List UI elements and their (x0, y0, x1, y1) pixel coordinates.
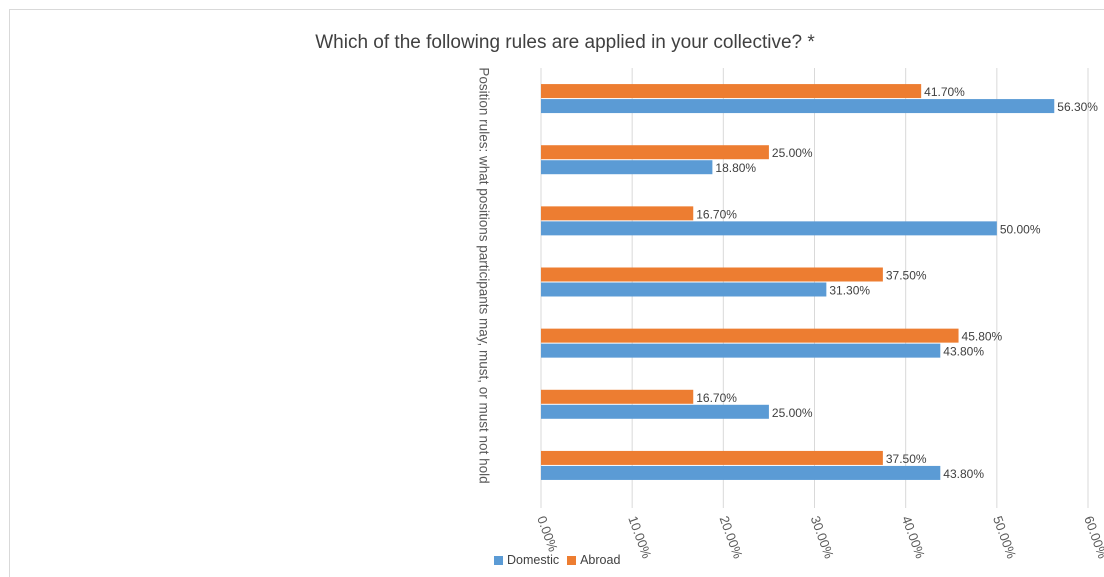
bar-domestic (541, 160, 713, 175)
bar-domestic (541, 221, 997, 236)
bar-value-label: 56.30% (1057, 100, 1098, 114)
chart-frame (9, 9, 1104, 577)
bar-value-label: 43.80% (943, 345, 984, 359)
bar-domestic (541, 343, 941, 358)
bar-value-label: 37.50% (886, 452, 927, 466)
legend-label-domestic: Domestic (507, 553, 560, 567)
x-tick-label: 10.00% (625, 514, 654, 561)
legend-swatch-abroad (567, 555, 577, 565)
bar-abroad (541, 206, 694, 221)
bar-abroad (541, 84, 922, 99)
legend-label-abroad: Abroad (580, 553, 621, 567)
bar-value-label: 25.00% (772, 146, 813, 160)
bar-domestic (541, 282, 827, 297)
bar-abroad (541, 328, 959, 343)
bar-value-label: 41.70% (924, 85, 965, 99)
bar-value-label: 43.80% (943, 467, 984, 481)
gridlines (540, 68, 1089, 508)
bar-abroad (541, 145, 769, 160)
bar-abroad (541, 389, 694, 404)
bar-value-label: 16.70% (696, 391, 737, 405)
x-tick-label: 20.00% (717, 514, 746, 561)
legend-item-domestic: Domestic (494, 553, 559, 567)
x-tick-label: 0.00% (534, 514, 561, 554)
bar-value-label: 31.30% (829, 284, 870, 298)
bar-domestic (541, 404, 769, 419)
bar-abroad (541, 267, 883, 282)
x-tick-label: 50.00% (990, 514, 1019, 561)
x-tick-label: 40.00% (899, 514, 928, 561)
bar-labels: 41.70% 56.30% 25.00% 18.80% 16.70% 50.00% 37.5… (696, 85, 1098, 481)
chart-title: Which of the following rules are applied… (315, 32, 815, 53)
legend: Domestic Abroad (494, 553, 628, 567)
legend-item-abroad: Abroad (567, 553, 620, 567)
bars (541, 84, 1055, 480)
bar-domestic (541, 465, 941, 480)
legend-swatch-domestic (494, 555, 503, 565)
bar-value-label: 50.00% (1000, 222, 1041, 236)
bar-value-label: 16.70% (696, 207, 737, 221)
bar-domestic (541, 99, 1055, 114)
bar-abroad (541, 450, 883, 465)
x-tick-label: 30.00% (808, 514, 837, 561)
bar-value-label: 18.80% (715, 161, 756, 175)
bar-value-label: 25.00% (772, 406, 813, 420)
bar-value-label: 45.80% (962, 330, 1003, 344)
bar-value-label: 37.50% (886, 269, 927, 283)
x-tick-label: 60.00% (1081, 514, 1104, 561)
